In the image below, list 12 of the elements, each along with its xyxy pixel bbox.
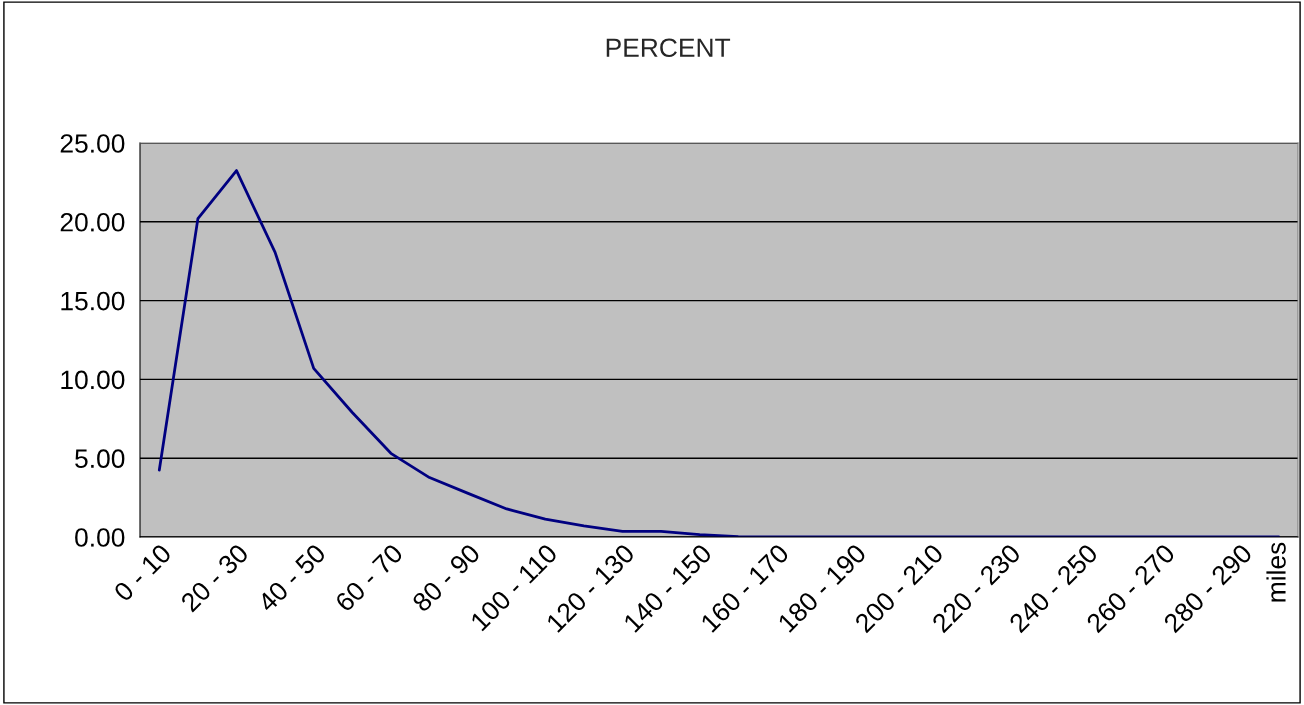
y-tick-label: 15.00 [61,291,125,311]
y-tick-label: 25.00 [60,134,125,153]
y-tick-label: 10.00 [61,370,125,390]
x-tick-label: 40 - 50 [256,542,327,614]
x-tick-label: 80 - 90 [411,542,482,613]
y-tick-label: 0.00 [75,528,125,547]
x-tick-label: miles [1266,542,1286,602]
y-tick-label: 20.00 [60,212,125,232]
x-tick-label: 60 - 70 [334,542,404,613]
x-tick-label: 20 - 30 [179,542,250,613]
y-tick-label: 5.00 [75,449,125,469]
chart-title: PERCENT [606,38,731,58]
